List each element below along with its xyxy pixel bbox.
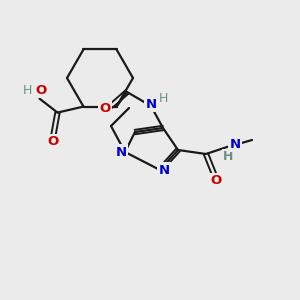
Text: O: O (36, 84, 47, 97)
Text: H: H (158, 92, 168, 104)
Text: N: N (230, 137, 241, 151)
Text: H: H (23, 84, 32, 97)
Text: N: N (158, 164, 169, 176)
Text: N: N (146, 98, 157, 110)
Text: O: O (210, 175, 222, 188)
Text: O: O (48, 135, 59, 148)
Text: O: O (99, 103, 111, 116)
Text: N: N (116, 146, 127, 158)
Text: H: H (223, 149, 233, 163)
